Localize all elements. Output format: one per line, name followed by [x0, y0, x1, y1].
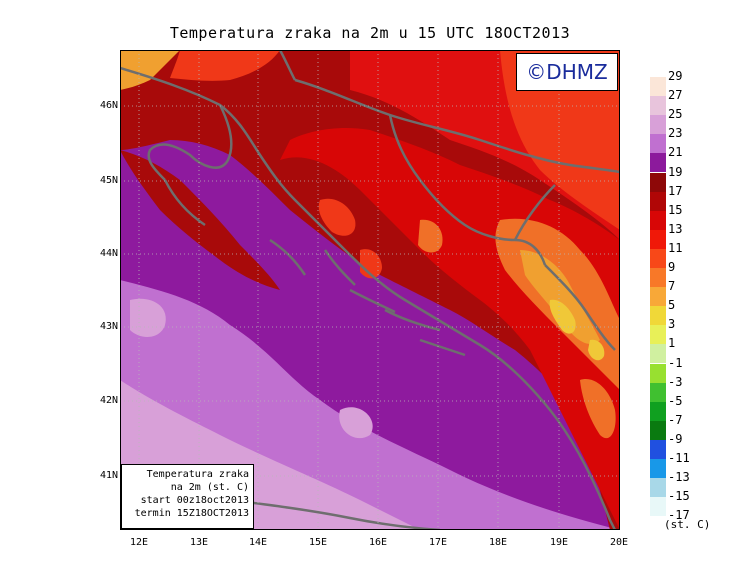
lon-label-12e: 12E — [129, 537, 149, 548]
legend-label: -7 — [668, 412, 683, 427]
legend-swatch — [650, 77, 666, 96]
legend-label: 11 — [668, 240, 683, 255]
legend-label: 17 — [668, 183, 683, 198]
legend-label: -1 — [668, 355, 683, 370]
info-line-1: Temperatura zraka — [146, 469, 249, 480]
legend-label: -11 — [668, 451, 690, 465]
legend-swatch — [650, 344, 666, 364]
legend-swatch — [650, 210, 666, 230]
legend-label: -13 — [668, 470, 690, 485]
legend-swatch — [650, 229, 666, 249]
legend-label: -15 — [668, 489, 690, 504]
lat-label-41n: 41N — [99, 470, 118, 481]
legend-label: -17 — [668, 508, 690, 523]
lat-label-46n: 46N — [99, 100, 118, 111]
legend-swatch — [650, 497, 666, 517]
map-frame — [120, 50, 620, 530]
legend-label: 9 — [668, 260, 676, 274]
grid-lines — [120, 50, 620, 530]
lat-label-45n: 45N — [99, 175, 118, 186]
map-title: Temperatura zraka na 2m u 15 UTC 18OCT20… — [169, 24, 571, 42]
info-line-2: na 2m (st. C) — [170, 482, 249, 493]
lon-label-13e: 13E — [189, 537, 209, 548]
legend-label: -9 — [668, 431, 683, 446]
legend-swatch — [650, 153, 666, 173]
lon-label-17e: 17E — [428, 537, 448, 548]
legend-swatch — [650, 382, 666, 402]
legend-swatch — [650, 172, 666, 192]
legend-label: 1 — [668, 336, 676, 351]
temperature-map — [120, 50, 620, 530]
legend-swatch — [650, 420, 666, 440]
legend-swatch — [650, 325, 666, 345]
legend-label: 27 — [668, 88, 683, 103]
legend-swatch — [650, 96, 666, 116]
legend-label: 23 — [668, 126, 683, 141]
legend-label: 7 — [668, 279, 676, 294]
legend-swatch — [650, 401, 666, 421]
legend-label: -5 — [668, 393, 683, 408]
info-box: Temperatura zraka na 2m (st. C) start 00… — [121, 464, 254, 529]
legend-label: 29 — [668, 69, 683, 83]
legend-swatch — [650, 478, 666, 498]
legend-label: 21 — [668, 145, 683, 160]
legend-swatch — [650, 191, 666, 211]
legend-label: 5 — [668, 298, 676, 313]
lon-label-15e: 15E — [308, 537, 328, 548]
legend-swatch — [650, 115, 666, 135]
lon-label-18e: 18E — [488, 537, 508, 548]
land-warm-area — [120, 50, 620, 530]
legend-swatch — [650, 134, 666, 154]
legend-label: 25 — [668, 107, 683, 122]
legend-swatch — [650, 248, 666, 268]
lon-label-16e: 16E — [368, 537, 388, 548]
lat-label-44n: 44N — [99, 248, 118, 259]
lat-label-42n: 42N — [99, 395, 118, 406]
legend-label: 15 — [668, 202, 683, 217]
legend-label: 3 — [668, 317, 676, 332]
dhmz-logo: ©DHMZ — [516, 53, 618, 91]
land-orange-area — [500, 50, 620, 230]
legend-label: 19 — [668, 164, 683, 179]
lon-label-19e: 19E — [549, 537, 569, 548]
legend-swatch — [650, 459, 666, 478]
legend-unit: (st. C) — [664, 518, 711, 531]
info-line-4: termin 15Z18OCT2013 — [134, 508, 249, 519]
lon-label-20e: 20E — [609, 537, 629, 548]
legend-swatch — [650, 306, 666, 326]
legend-swatch — [650, 363, 666, 383]
lon-label-14e: 14E — [248, 537, 268, 548]
legend-label: -3 — [668, 374, 683, 389]
legend-label: 13 — [668, 221, 683, 236]
info-line-3: start 00z18oct2013 — [140, 495, 249, 506]
legend-swatch — [650, 439, 666, 459]
lat-label-43n: 43N — [99, 321, 118, 332]
legend-swatch — [650, 268, 666, 287]
legend-swatch — [650, 287, 666, 307]
